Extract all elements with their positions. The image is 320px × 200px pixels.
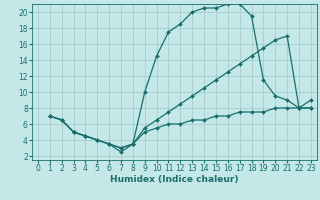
X-axis label: Humidex (Indice chaleur): Humidex (Indice chaleur) <box>110 175 239 184</box>
